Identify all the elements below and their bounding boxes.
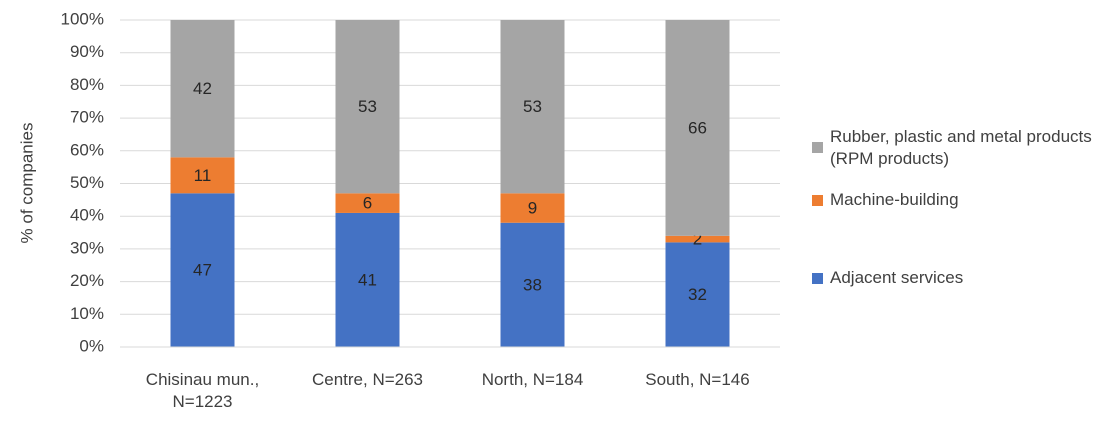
bar-segment <box>500 193 565 223</box>
data-label: 47 <box>193 261 212 280</box>
bar-segment <box>335 193 400 213</box>
data-label: 53 <box>358 97 377 116</box>
bar-segment <box>335 20 400 194</box>
legend-label: Machine-building <box>830 190 959 209</box>
bar-segment <box>170 20 235 158</box>
data-label: 66 <box>688 118 707 137</box>
bar-segment <box>665 20 730 236</box>
legend-swatch <box>812 195 823 206</box>
y-tick-label: 80% <box>70 75 104 94</box>
x-tick-label: Centre, N=263 <box>311 370 424 389</box>
legend-label: Adjacent services <box>830 268 964 287</box>
legend-label: Rubber, plastic and metal products (RPM … <box>830 127 1092 168</box>
x-tick-label: Chisinau mun., N=1223 <box>145 370 260 411</box>
y-tick-label: 50% <box>70 173 104 192</box>
y-tick-label: 70% <box>70 108 104 127</box>
y-axis-label: % of companies <box>17 123 36 244</box>
data-label: 42 <box>193 79 212 98</box>
legend-swatch <box>812 273 823 284</box>
data-label: 53 <box>523 97 542 116</box>
bar-segment <box>665 242 730 347</box>
y-tick-label: 60% <box>70 140 104 159</box>
data-label: 9 <box>528 199 537 218</box>
y-tick-label: 100% <box>61 9 104 28</box>
y-tick-label: 20% <box>70 271 104 290</box>
data-label: 41 <box>358 270 377 289</box>
bar-segment <box>170 193 235 347</box>
data-label: 38 <box>523 275 542 294</box>
bar-segment <box>335 212 400 347</box>
bar-segment <box>170 157 235 194</box>
y-tick-label: 0% <box>79 336 104 355</box>
data-label: 11 <box>194 166 212 185</box>
y-tick-label: 40% <box>70 206 104 225</box>
data-label: 6 <box>363 194 372 213</box>
data-label: 2 <box>693 230 702 249</box>
bar-segment <box>665 235 730 243</box>
bar-segment <box>500 222 565 347</box>
x-tick-label: North, N=184 <box>481 370 584 389</box>
y-tick-label: 10% <box>70 304 104 323</box>
bar-segment <box>500 20 565 194</box>
legend-swatch <box>812 142 823 153</box>
x-tick-label: South, N=146 <box>645 370 750 389</box>
data-label: 32 <box>688 285 707 304</box>
y-tick-label: 90% <box>70 42 104 61</box>
y-tick-label: 30% <box>70 238 104 257</box>
